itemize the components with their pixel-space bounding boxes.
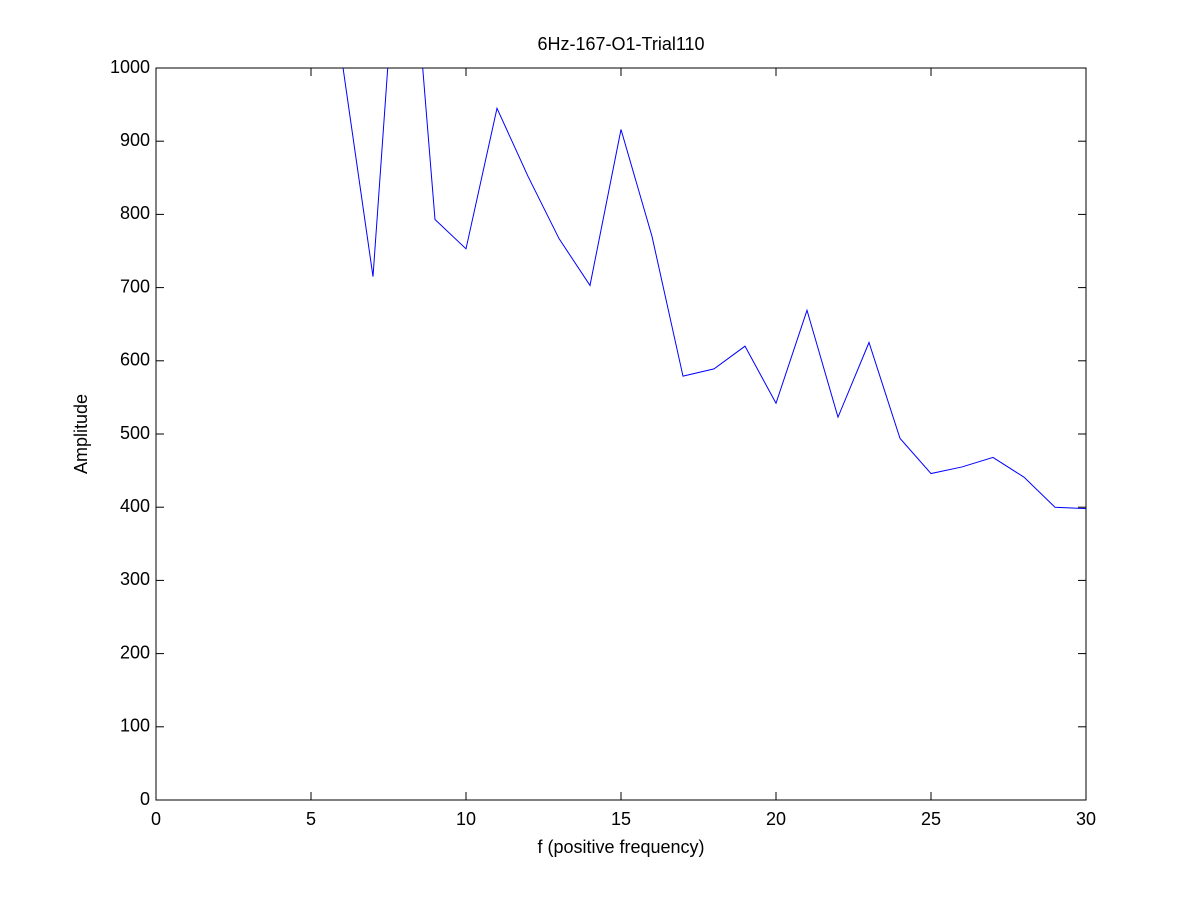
y-tick-label: 300 [120,569,150,589]
x-axis-label: f (positive frequency) [537,837,704,857]
y-tick-label: 500 [120,423,150,443]
x-tick-label: 10 [456,809,476,829]
y-tick-label: 200 [120,642,150,662]
x-tick-label: 20 [766,809,786,829]
y-tick-label: 1000 [110,57,150,77]
y-tick-label: 600 [120,350,150,370]
x-tick-label: 0 [151,809,161,829]
y-axis-label: Amplitude [71,394,91,474]
data-line [342,68,1086,510]
y-tick-label: 100 [120,716,150,736]
x-tick-label: 30 [1076,809,1096,829]
y-tick-label: 900 [120,130,150,150]
x-tick-label: 25 [921,809,941,829]
chart-title: 6Hz-167-O1-Trial110 [537,34,704,54]
plot-area [155,67,1087,801]
x-tick-label: 15 [611,809,631,829]
x-tick-label: 5 [306,809,316,829]
y-tick-label: 700 [120,276,150,296]
y-tick-label: 400 [120,496,150,516]
plot-clip-group [342,68,1086,510]
y-tick-label: 0 [140,789,150,809]
y-tick-label: 800 [120,203,150,223]
